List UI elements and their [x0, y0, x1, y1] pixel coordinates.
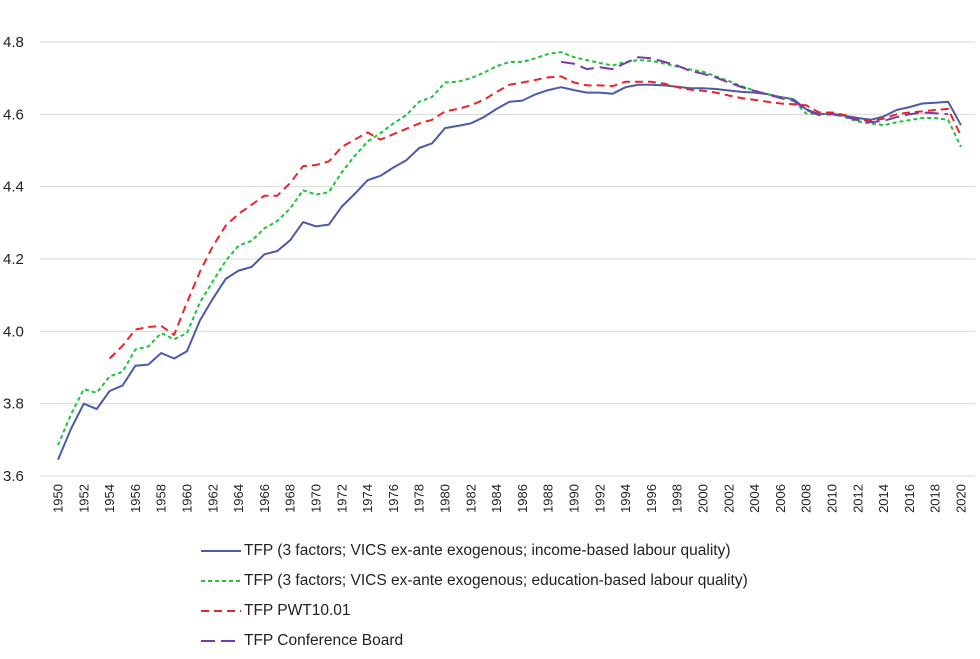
x-tick-label: 1958 — [154, 484, 169, 513]
x-tick-label: 2018 — [928, 484, 943, 513]
y-tick-label: 4.8 — [3, 34, 24, 51]
legend-swatch — [201, 610, 241, 612]
line-chart: 3.63.84.04.24.44.64.8 1950 1952 1954 1956 19… — [3, 34, 975, 513]
x-tick-label: 1974 — [360, 484, 375, 513]
x-tick-label: 2014 — [876, 484, 891, 513]
x-tick-label: 2020 — [954, 484, 969, 513]
x-tick-label: 1984 — [489, 484, 504, 513]
y-tick-label: 4.0 — [3, 323, 24, 340]
y-tick-label: 3.8 — [3, 396, 24, 413]
legend: TFP (3 factors; VICS ex-ante exogenous; … — [200, 536, 748, 656]
x-tick-label: 2008 — [799, 484, 814, 513]
legend-item: TFP PWT10.01 — [200, 596, 748, 626]
legend-label: TFP Conference Board — [244, 632, 404, 649]
x-tick-label: 1950 — [51, 484, 66, 513]
series-line-4 — [560, 56, 949, 124]
y-tick-label: 4.2 — [3, 251, 24, 268]
x-tick-label: 1964 — [231, 484, 246, 513]
y-tick-label: 4.6 — [3, 106, 24, 123]
y-tick-label: 4.4 — [3, 179, 24, 196]
series-line-3 — [108, 75, 962, 360]
x-tick-label: 1954 — [102, 484, 117, 513]
x-tick-label: 2010 — [825, 484, 840, 513]
legend-swatch — [201, 640, 241, 642]
legend-item: TFP (3 factors; VICS ex-ante exogenous; … — [200, 536, 748, 566]
x-axis-tick-labels: 1950 1952 1954 1956 1958 1960 1962 1964 1966 1968… — [51, 484, 969, 513]
x-tick-label: 2016 — [902, 484, 917, 513]
legend-label: TFP (3 factors; VICS ex-ante exogenous; … — [244, 572, 748, 589]
x-tick-label: 1966 — [257, 484, 272, 513]
x-tick-label: 1990 — [567, 484, 582, 513]
legend-swatch — [201, 550, 241, 552]
x-tick-label: 1998 — [670, 484, 685, 513]
legend-label: TFP PWT10.01 — [244, 602, 351, 619]
x-tick-label: 1968 — [283, 484, 298, 513]
x-tick-label: 1994 — [618, 484, 633, 513]
x-tick-label: 1972 — [334, 484, 349, 513]
x-tick-label: 1992 — [592, 484, 607, 513]
series-line-2 — [57, 51, 962, 446]
x-tick-label: 1976 — [386, 484, 401, 513]
x-tick-label: 1982 — [463, 484, 478, 513]
x-tick-label: 2012 — [850, 484, 865, 513]
y-tick-label: 3.6 — [3, 468, 24, 485]
x-tick-label: 1980 — [438, 484, 453, 513]
y-axis-tick-labels: 3.6 3.8 4.0 4.2 4.4 4.6 4.8 — [3, 34, 24, 485]
x-tick-label: 1978 — [412, 484, 427, 513]
x-tick-label: 1960 — [180, 484, 195, 513]
legend-swatch — [201, 580, 241, 582]
x-tick-label: 1996 — [644, 484, 659, 513]
x-tick-label: 2006 — [773, 484, 788, 513]
legend-item: TFP Conference Board — [200, 626, 748, 656]
x-tick-label: 1962 — [205, 484, 220, 513]
gridlines — [40, 41, 975, 477]
x-tick-label: 1986 — [515, 484, 530, 513]
series-lines — [57, 51, 962, 461]
x-tick-label: 1952 — [76, 484, 91, 513]
x-tick-label: 1988 — [541, 484, 556, 513]
x-tick-label: 2004 — [747, 484, 762, 513]
legend-item: TFP (3 factors; VICS ex-ante exogenous; … — [200, 566, 748, 596]
x-tick-label: 2000 — [696, 484, 711, 513]
legend-label: TFP (3 factors; VICS ex-ante exogenous; … — [244, 542, 731, 559]
x-tick-label: 1956 — [128, 484, 143, 513]
x-tick-label: 1970 — [309, 484, 324, 513]
x-tick-label: 2002 — [721, 484, 736, 513]
